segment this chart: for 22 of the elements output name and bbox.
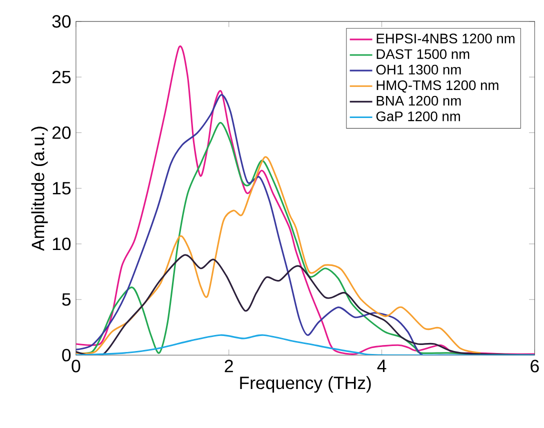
x-axis-title: Frequency (THz) [240,376,371,393]
line-series [76,334,535,356]
y-tick-label: 20 [52,126,71,139]
y-tick-label: 0 [62,348,71,362]
legend-label: DAST 1500 nm [376,49,470,59]
x-tick-label: 4 [377,360,386,372]
y-tick-label: 5 [62,293,71,306]
legend-label: OH1 1300 nm [376,64,461,74]
x-tick-label: 6 [530,360,539,372]
x-tick-label: 0 [72,360,80,372]
y-axis-title: Amplitude (a.u.) [31,126,48,251]
x-tick-label: 2 [224,360,233,372]
legend-label: EHPSI-4NBS 1200 nm [376,34,514,44]
y-tick-label: 25 [52,70,71,84]
line-series [76,46,535,355]
y-tick-label: 15 [52,182,71,194]
y-tick-label: 30 [52,15,71,28]
line-series [76,156,482,354]
y-tick-label: 10 [52,238,71,250]
legend-label: HMQ-TMS 1200 nm [376,80,498,93]
legend-label: BNA 1200 nm [376,96,461,106]
legend-label: GaP 1200 nm [376,111,460,122]
